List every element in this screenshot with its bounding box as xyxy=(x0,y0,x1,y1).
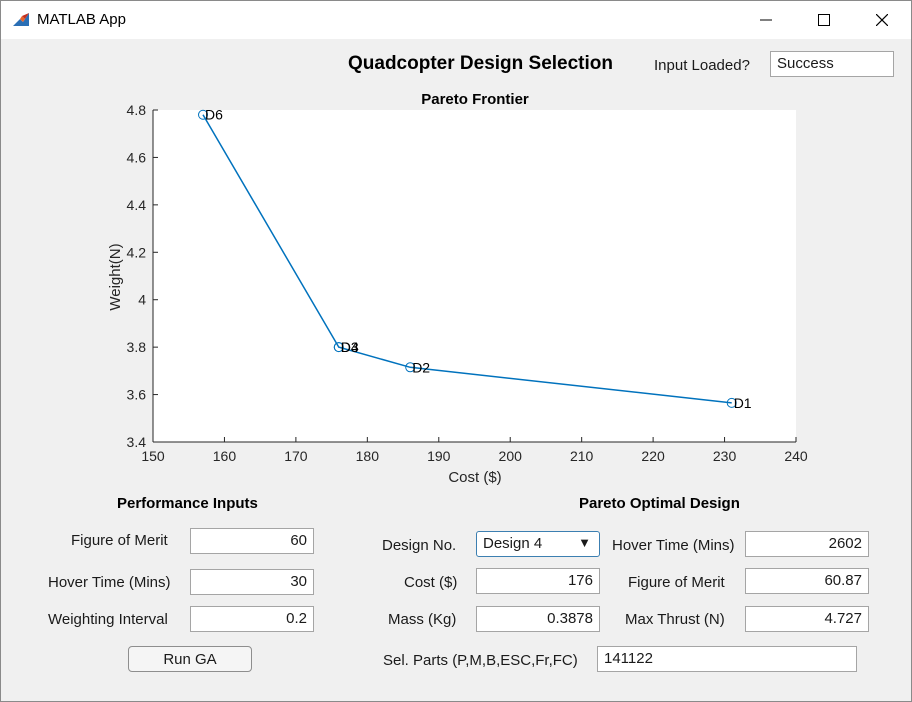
maximize-icon xyxy=(818,14,830,26)
y-tick-label: 3.8 xyxy=(127,339,147,355)
selected-parts-label: Sel. Parts (P,M,B,ESC,Fr,FC) xyxy=(383,652,578,669)
run-ga-button[interactable]: Run GA xyxy=(128,646,252,672)
cost-label: Cost ($) xyxy=(404,574,458,591)
hover-time-input[interactable]: 30 xyxy=(190,569,314,595)
weighting-interval-label: Weighting Interval xyxy=(48,611,168,628)
close-button[interactable] xyxy=(853,1,911,39)
y-tick-label: 3.4 xyxy=(127,434,147,450)
pareto-chart: Pareto Frontier 150 160 170 180 190 200 210 220… xyxy=(107,91,808,486)
hover-time-label: Hover Time (Mins) xyxy=(48,574,171,591)
x-tick-label: 160 xyxy=(213,448,237,464)
x-tick-label: 170 xyxy=(284,448,308,464)
y-tick-label: 4.8 xyxy=(127,102,147,118)
pareto-heading: Pareto Optimal Design xyxy=(579,495,740,512)
close-icon xyxy=(876,14,888,26)
data-point-label: D1 xyxy=(734,395,752,411)
chart-title: Pareto Frontier xyxy=(421,91,529,108)
data-point-label: D6 xyxy=(205,107,223,123)
chart-axes: 150 160 170 180 190 200 210 220 230 240 3.4 3.6 3.8 4… xyxy=(127,102,808,464)
design-no-label: Design No. xyxy=(382,537,457,554)
window-title: MATLAB App xyxy=(37,11,126,28)
weighting-interval-input[interactable]: 0.2 xyxy=(190,606,314,632)
x-tick-label: 220 xyxy=(641,448,665,464)
pareto-line xyxy=(202,114,732,404)
x-tick-label: 190 xyxy=(427,448,451,464)
x-tick-label: 230 xyxy=(713,448,737,464)
max-thrust-label: Max Thrust (N) xyxy=(625,611,725,628)
fom-label: Figure of Merit xyxy=(71,532,168,549)
fom-input[interactable]: 60 xyxy=(190,528,314,554)
y-axis-label: Weight(N) xyxy=(107,243,124,310)
design-no-value: Design 4 xyxy=(483,535,543,552)
pareto-fom-label: Figure of Merit xyxy=(628,574,725,591)
matlab-logo-icon xyxy=(13,13,29,26)
page-title: Quadcopter Design Selection xyxy=(348,53,613,74)
mass-label: Mass (Kg) xyxy=(388,611,457,628)
pareto-fom-field[interactable]: 60.87 xyxy=(745,568,869,594)
dropdown-arrow-icon: ▼ xyxy=(578,535,591,550)
y-tick-label: 4.4 xyxy=(127,197,147,213)
data-point-label: D4 xyxy=(341,339,359,355)
y-tick-label: 4.2 xyxy=(127,244,147,260)
data-point-label: D2 xyxy=(412,359,430,375)
cost-field[interactable]: 176 xyxy=(476,568,600,594)
minimize-icon xyxy=(760,19,772,21)
data-point xyxy=(405,362,416,373)
maximize-button[interactable] xyxy=(795,1,853,39)
x-tick-label: 180 xyxy=(356,448,380,464)
pareto-hover-time-field[interactable]: 2602 xyxy=(745,531,869,557)
input-loaded-label: Input Loaded? xyxy=(654,57,750,74)
x-tick-label: 210 xyxy=(570,448,594,464)
y-tick-label: 4.6 xyxy=(127,149,147,165)
mass-field[interactable]: 0.3878 xyxy=(476,606,600,632)
plot-area xyxy=(153,110,796,442)
design-no-dropdown[interactable]: Design 4 ▼ xyxy=(476,531,600,557)
y-tick-label: 3.6 xyxy=(127,387,147,403)
max-thrust-field[interactable]: 4.727 xyxy=(745,606,869,632)
title-bar: MATLAB App xyxy=(1,1,911,39)
x-axis-label: Cost ($) xyxy=(448,469,501,486)
x-tick-label: 200 xyxy=(499,448,523,464)
data-point-label: D3 xyxy=(341,339,359,355)
performance-heading: Performance Inputs xyxy=(117,495,258,512)
pareto-hover-time-label: Hover Time (Mins) xyxy=(612,537,735,554)
input-loaded-field[interactable]: Success xyxy=(770,51,894,77)
data-point xyxy=(726,397,737,408)
selected-parts-field[interactable]: 141122 xyxy=(597,646,857,672)
x-tick-label: 240 xyxy=(784,448,808,464)
minimize-button[interactable] xyxy=(737,1,795,39)
y-tick-label: 4 xyxy=(138,292,146,308)
data-point xyxy=(333,342,344,353)
data-point xyxy=(198,109,209,120)
x-tick-label: 150 xyxy=(141,448,165,464)
app-content: Quadcopter Design Selection Input Loaded… xyxy=(1,39,911,701)
